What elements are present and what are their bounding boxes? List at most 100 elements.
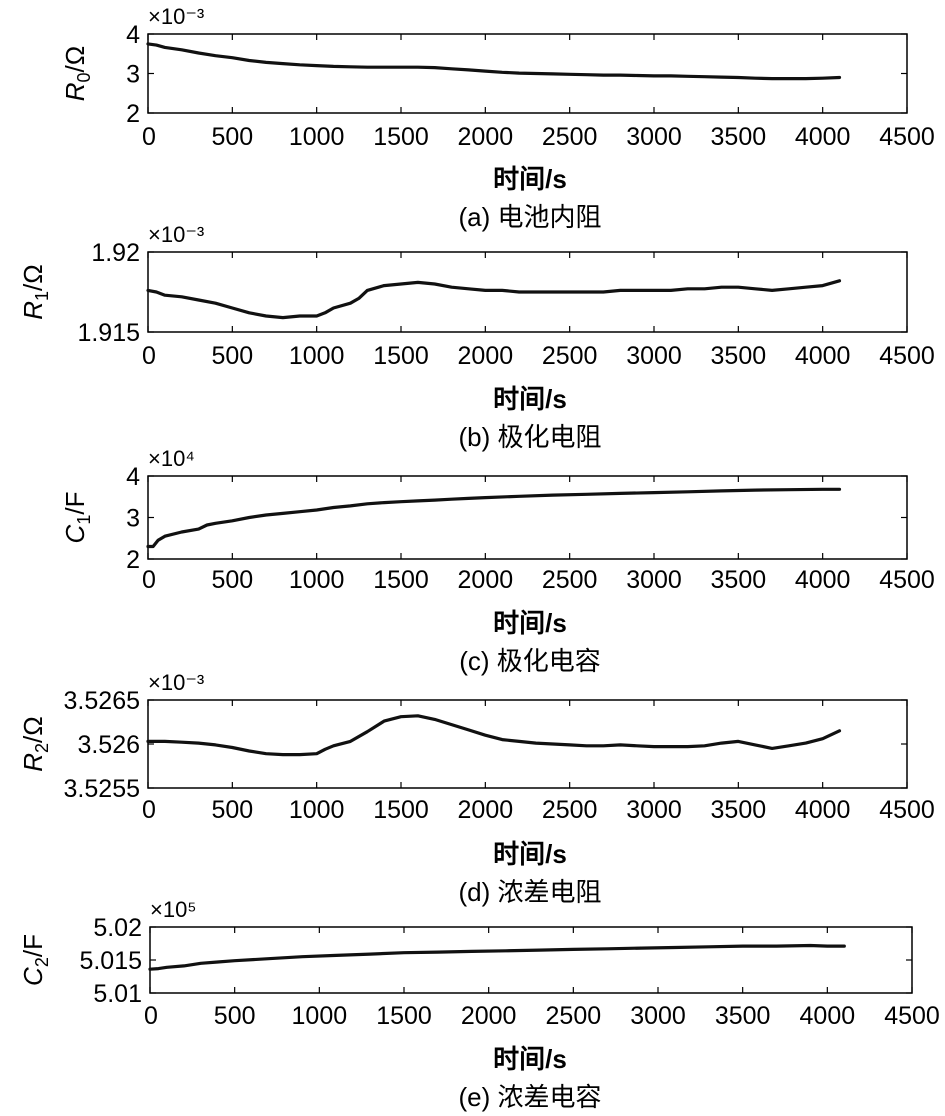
y-label-unit: /Ω [60, 46, 90, 73]
y-tick-label: 1.92 [91, 239, 140, 267]
x-tick-label: 500 [211, 566, 253, 594]
x-tick-label: 4000 [800, 1002, 856, 1030]
x-tick-label: 500 [211, 342, 253, 370]
x-axis-label: 时间/s [493, 839, 567, 869]
x-tick-label: 2000 [458, 342, 514, 370]
y-label-subscript: 0 [74, 72, 94, 82]
x-tick-label: 0 [142, 123, 156, 151]
y-tick-label: 5.02 [93, 914, 142, 942]
x-tick-label: 0 [142, 796, 156, 824]
series-line [146, 279, 842, 320]
y-label-base: R [60, 82, 90, 101]
y-label-subscript: 1 [32, 291, 52, 301]
subplot-5: 0 500 1000 1500 2000 2500 3000 3500 4000 4500 5.01… [18, 897, 940, 1112]
y-tick-label: 3 [126, 505, 140, 533]
x-tick-label: 500 [211, 123, 253, 151]
y-multiplier: ×10⁴ [148, 446, 195, 471]
y-label-base: C [18, 967, 48, 986]
y-tick-label: 4 [126, 21, 140, 49]
x-tick-label: 4000 [795, 796, 851, 824]
x-tick-label: 3000 [626, 566, 682, 594]
x-tick-label: 1500 [373, 796, 429, 824]
x-axis-label: 时间/s [493, 164, 567, 194]
x-axis-label: 时间/s [493, 384, 567, 414]
x-axis-label: 时间/s [493, 1044, 567, 1074]
y-tick-label: 3.5265 [64, 687, 140, 715]
x-axis-label: 时间/s [493, 608, 567, 638]
x-tick-label: 3500 [711, 566, 767, 594]
x-tick-label: 4000 [795, 566, 851, 594]
y-label-subscript: 1 [74, 515, 94, 525]
x-tick-label: 3500 [711, 123, 767, 151]
x-tick-label: 4500 [879, 123, 935, 151]
x-tick-label: 4500 [879, 566, 935, 594]
subplot-2: 0 500 1000 1500 2000 2500 3000 3500 4000 4500 1.91… [18, 222, 935, 452]
x-tick-label: 3000 [630, 1002, 686, 1030]
y-label-unit: /F [18, 934, 48, 957]
x-tick-label: 3500 [711, 796, 767, 824]
subplot-4: 0 500 1000 1500 2000 2500 3000 3500 4000 4500 3.52… [18, 670, 935, 907]
y-axis-label: C1/F [60, 492, 94, 544]
x-tick-label: 1000 [292, 1002, 348, 1030]
y-label-base: C [60, 524, 90, 543]
x-tick-label: 1000 [289, 566, 345, 594]
x-tick-label: 3500 [715, 1002, 771, 1030]
x-tick-label: 2500 [542, 566, 598, 594]
y-axis-label: R0/Ω [60, 46, 94, 101]
x-tick-label: 1500 [373, 123, 429, 151]
x-tick-label: 2500 [542, 123, 598, 151]
x-tick-label: 3000 [626, 796, 682, 824]
x-tick-label: 1500 [373, 342, 429, 370]
x-tick-label: 0 [142, 566, 156, 594]
x-tick-label: 0 [144, 1002, 158, 1030]
subplot-caption: (e) 浓差电容 [458, 1082, 601, 1112]
y-label-unit: /Ω [18, 716, 48, 743]
x-tick-label: 3000 [626, 123, 682, 151]
y-axis-label: C2/F [18, 934, 52, 986]
subplot-1: 0 500 1000 1500 2000 2500 3000 3500 4000 4500 2 3 4 ×… [60, 4, 935, 232]
y-tick-label: 4 [126, 463, 140, 491]
subplot-caption: (b) 极化电阻 [458, 422, 601, 452]
y-label-base: R [18, 753, 48, 772]
x-tick-label: 3500 [711, 342, 767, 370]
x-tick-label: 2000 [458, 566, 514, 594]
y-tick-label: 5.015 [79, 947, 142, 975]
x-tick-label: 2500 [542, 342, 598, 370]
subplot-3: 0 500 1000 1500 2000 2500 3000 3500 4000 4500 2 3 4 ×… [60, 446, 935, 676]
x-tick-label: 1500 [376, 1002, 432, 1030]
y-tick-label: 2 [126, 546, 140, 574]
y-label-unit: /Ω [18, 264, 48, 291]
x-tick-label: 4000 [795, 123, 851, 151]
subplot-caption: (c) 极化电容 [459, 646, 601, 676]
x-tick-label: 2500 [546, 1002, 602, 1030]
x-tick-label: 1500 [373, 566, 429, 594]
y-tick-label: 3.526 [77, 731, 140, 759]
y-tick-label: 3 [126, 61, 140, 89]
x-tick-label: 3000 [626, 342, 682, 370]
x-tick-label: 0 [142, 342, 156, 370]
series-line [148, 943, 846, 971]
x-tick-label: 2000 [458, 123, 514, 151]
subplot-caption: (a) 电池内阻 [458, 202, 601, 232]
x-tick-label: 500 [211, 796, 253, 824]
x-tick-label: 1000 [289, 796, 345, 824]
series-line [146, 487, 842, 549]
y-label-base: R [18, 301, 48, 320]
x-tick-label: 2000 [458, 796, 514, 824]
x-tick-label: 4500 [884, 1002, 940, 1030]
y-tick-label: 3.5255 [64, 775, 140, 803]
x-tick-label: 4500 [879, 342, 935, 370]
x-tick-label: 500 [214, 1002, 256, 1030]
y-label-subscript: 2 [32, 957, 52, 967]
x-tick-label: 2500 [542, 796, 598, 824]
y-axis-label: R1/Ω [18, 264, 52, 319]
y-tick-label: 5.01 [93, 980, 142, 1008]
y-multiplier: ×10⁻³ [148, 222, 204, 247]
y-tick-label: 2 [126, 100, 140, 128]
y-multiplier: ×10⁻³ [148, 670, 204, 695]
y-tick-label: 1.915 [77, 319, 140, 347]
y-label-unit: /F [60, 492, 90, 515]
y-multiplier: ×10⁵ [150, 897, 196, 922]
series-line [146, 714, 842, 757]
